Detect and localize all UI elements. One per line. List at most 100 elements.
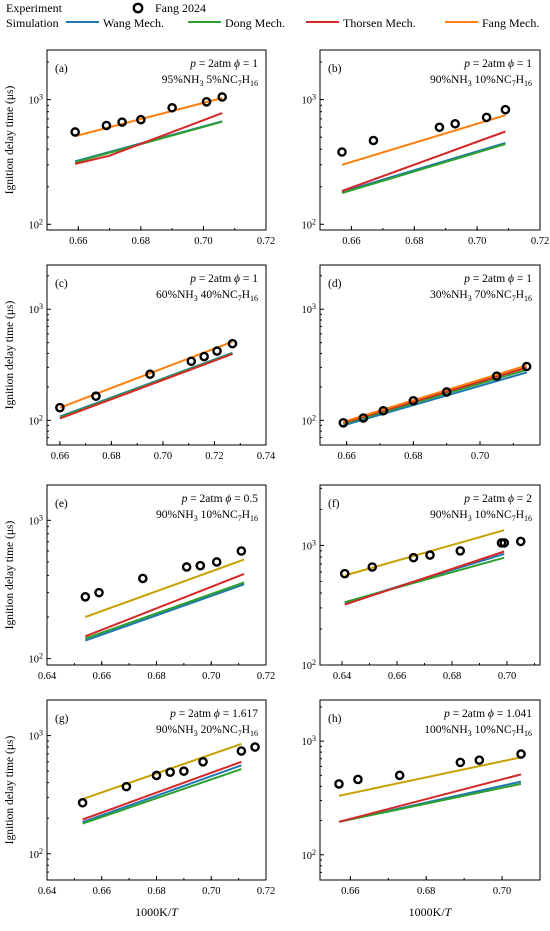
series-line-2: [84, 572, 245, 638]
x-tick-label: 0.72: [257, 886, 275, 897]
experiment-point: [474, 755, 485, 765]
series-line-2: [338, 773, 522, 823]
series-line-1: [82, 768, 242, 825]
axes-frame: [319, 49, 541, 231]
y-tick-label: 102: [29, 413, 44, 427]
x-axis-label: 1000K/T: [409, 905, 453, 919]
panel-3: 0.66 0.68 0.70 102 103 (d) p = 2atm ϕ = 1 30%NH…: [302, 264, 541, 462]
x-tick-label: 0.68: [417, 886, 435, 897]
series-line-3: [344, 529, 505, 577]
y-tick-label: 102: [302, 413, 317, 427]
y-tick-label: 103: [302, 93, 317, 107]
x-tick-label: 0.66: [69, 236, 87, 247]
y-tick-label: 103: [302, 734, 317, 748]
x-tick-label: 0.70: [154, 451, 172, 462]
x-tick-label: 0.64: [333, 671, 352, 682]
experiment-point: [186, 356, 197, 367]
x-tick-label: 0.64: [38, 671, 57, 682]
x-tick-label: 0.70: [202, 671, 220, 682]
panel-label: (g): [55, 713, 69, 725]
x-tick-label: 0.70: [493, 886, 511, 897]
experiment-point: [201, 97, 212, 107]
experiment-point: [455, 546, 466, 556]
x-tick-label: 0.70: [471, 451, 489, 462]
y-tick-label: 102: [29, 652, 44, 666]
condition-text: p = 2atm ϕ = 0.5: [181, 493, 259, 505]
series-line-3: [341, 114, 506, 166]
experiment-point: [121, 781, 132, 792]
y-tick-label: 102: [29, 217, 44, 231]
experiment-point: [455, 757, 466, 768]
experiment-point: [236, 746, 247, 756]
y-tick-label: 103: [29, 729, 44, 743]
panel-label: (h): [328, 713, 342, 725]
mixture-text: 30%NH3 70%NC7H16: [430, 289, 532, 303]
y-tick-label: 103: [29, 513, 44, 527]
experiment-point: [181, 562, 192, 572]
experiment-point: [117, 117, 127, 127]
series-line-0: [82, 764, 242, 824]
series-line-3: [343, 364, 527, 423]
y-tick-label: 102: [302, 658, 317, 672]
y-tick-label: 103: [302, 538, 317, 552]
experiment-point: [337, 147, 347, 157]
experiment-point: [339, 568, 350, 579]
experiment-point: [195, 560, 206, 571]
series-line-2: [59, 353, 233, 420]
axes-frame: [319, 699, 541, 881]
experiment-point: [408, 395, 419, 406]
mixture-text: 90%NH3 20%NC7H16: [156, 724, 258, 738]
y-tick-label: 102: [302, 848, 317, 862]
series-line-3: [82, 742, 242, 801]
panel-5: 0.64 0.66 0.68 0.70 102 103 (f) p = 2atm ϕ = 2 9…: [302, 484, 541, 682]
legend-entry-1: Dong Mech.: [225, 16, 285, 30]
axes-frame: [46, 49, 267, 231]
axes-frame: [319, 264, 541, 446]
condition-text: p = 2atm ϕ = 1: [189, 58, 258, 70]
condition-text: p = 2atm ϕ = 2: [463, 493, 532, 505]
experiment-point: [491, 371, 502, 381]
condition-text: p = 2atm ϕ = 1: [463, 58, 532, 70]
x-tick-label: 0.68: [405, 236, 423, 247]
series-line-1: [84, 581, 245, 640]
panel-label: (c): [55, 278, 68, 290]
x-tick-label: 0.68: [443, 671, 461, 682]
mixture-text: 100%NH3 10%NC7H16: [424, 724, 532, 738]
series-line-0: [84, 583, 245, 642]
experiment-point: [179, 766, 189, 776]
panel-label: (a): [55, 63, 68, 75]
y-axis-label: Ignition delay time (μs): [4, 300, 16, 409]
experiment-point: [250, 742, 260, 752]
experiment-point: [408, 552, 419, 563]
series-line-2: [82, 760, 242, 821]
x-tick-label: 0.66: [51, 451, 69, 462]
legend-entry-2: Thorsen Mech.: [343, 16, 416, 30]
experiment-point: [165, 767, 175, 777]
panel-7: 0.66 0.68 0.70 102 103 1000K/T (h) p = 2atm ϕ =…: [302, 699, 541, 919]
experiment-point: [138, 573, 148, 584]
x-tick-label: 0.66: [342, 236, 360, 247]
experiment-point: [70, 127, 80, 137]
x-tick-label: 0.66: [341, 886, 359, 897]
experiment-point: [515, 536, 526, 547]
condition-text: p = 2atm ϕ = 1.041: [443, 708, 532, 720]
experiment-point: [198, 757, 208, 767]
experiment-point: [367, 562, 378, 572]
mixture-text: 90%NH3 10%NC7H16: [430, 509, 532, 523]
panel-label: (d): [328, 278, 342, 290]
series-line-2: [343, 366, 527, 424]
x-tick-label: 0.72: [205, 451, 223, 462]
x-tick-label: 0.68: [102, 451, 120, 462]
x-tick-label: 0.74: [257, 451, 276, 462]
experiment-point: [55, 402, 65, 413]
experiment-point: [101, 120, 112, 131]
mixture-text: 90%NH3 10%NC7H16: [430, 74, 532, 88]
y-tick-label: 103: [302, 302, 317, 316]
x-tick-label: 0.66: [337, 451, 355, 462]
experiment-point: [80, 592, 91, 602]
experiment-point: [94, 587, 104, 598]
x-tick-label: 0.72: [257, 236, 275, 247]
y-tick-label: 103: [29, 93, 44, 107]
series-line-1: [341, 143, 506, 195]
